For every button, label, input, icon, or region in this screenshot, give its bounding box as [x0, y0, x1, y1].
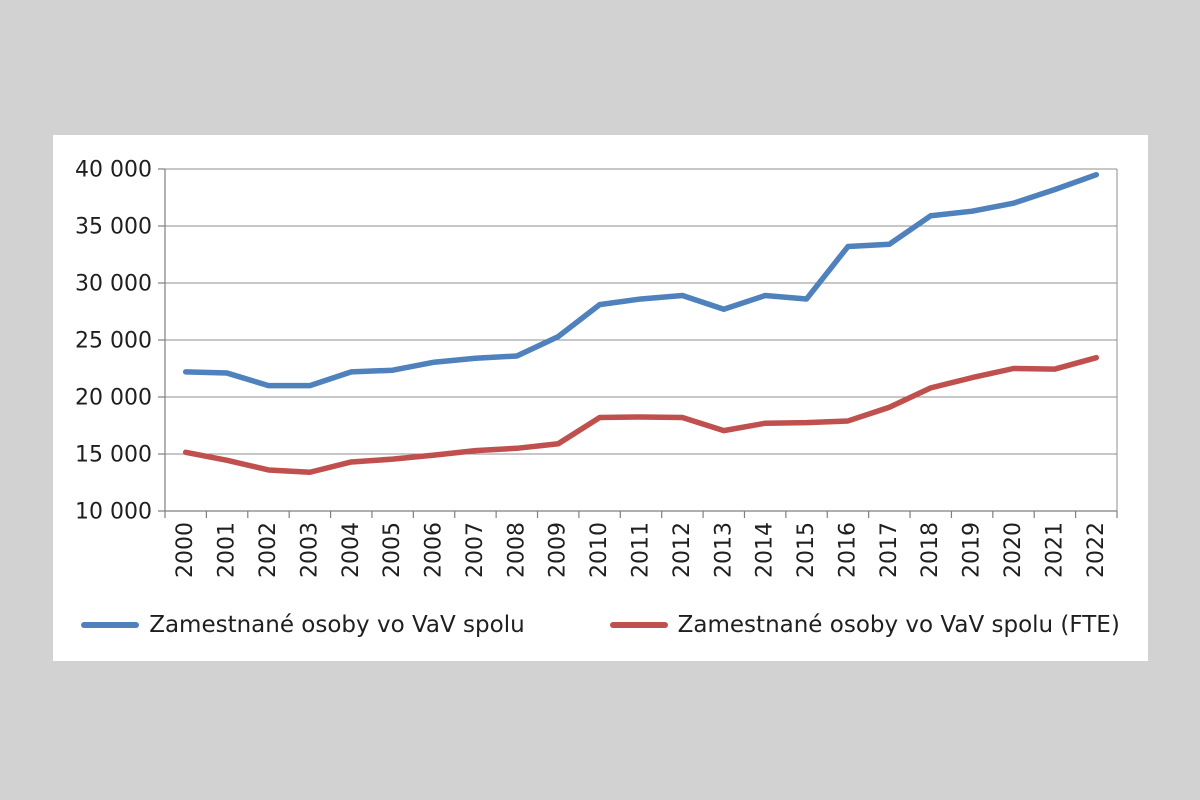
line-chart: 10 000 15 000 20 000 25 000 30 000 35 000 40 0… [75, 158, 1118, 578]
y-axis-label: 25 000 [75, 329, 152, 354]
series-line-total [182, 171, 1100, 389]
x-axis-label: 2014 [753, 522, 778, 578]
legend-item-fte: Zamestnané osoby vo VaV spolu (FTE) [609, 612, 1120, 638]
legend-label-fte: Zamestnané osoby vo VaV spolu (FTE) [677, 612, 1120, 638]
x-axis-label: 2016 [835, 522, 860, 578]
y-axis-label: 40 000 [75, 158, 152, 183]
chart-panel: 10 000 15 000 20 000 25 000 30 000 35 000 40 0… [53, 135, 1148, 661]
legend-line-swatch-fte [609, 622, 668, 628]
x-axis-label: 2010 [587, 522, 612, 578]
x-axis-label: 2001 [215, 522, 240, 578]
x-axis-label: 2002 [256, 522, 281, 578]
x-axis-label: 2015 [794, 522, 819, 578]
x-axis-label: 2012 [670, 522, 695, 578]
y-axis-label: 15 000 [75, 443, 152, 468]
x-axis-label: 2006 [422, 522, 447, 578]
legend-label-total: Zamestnané osoby vo VaV spolu [149, 612, 525, 638]
x-axis-label: 2000 [173, 522, 198, 578]
x-axis-label: 2021 [1042, 522, 1067, 578]
series-lines [182, 171, 1100, 475]
chart-legend: Zamestnané osoby vo VaV spolu Zamestnané… [53, 607, 1148, 643]
x-axis-label: 2018 [918, 522, 943, 578]
x-axis-label: 2019 [960, 522, 985, 578]
x-axis: 2000 2001 2002 2003 2004 2005 2006 2007 2008 2009… [164, 510, 1118, 578]
x-axis-label: 2007 [463, 522, 488, 578]
x-axis-label: 2005 [380, 522, 405, 578]
y-axis-label: 30 000 [75, 272, 152, 297]
x-axis-label: 2004 [339, 522, 364, 578]
x-axis-label: 2011 [629, 522, 654, 578]
legend-line-swatch-total [81, 622, 140, 628]
x-axis-label: 2009 [546, 522, 571, 578]
legend-item-total: Zamestnané osoby vo VaV spolu [81, 612, 525, 638]
y-axis-label: 35 000 [75, 215, 152, 240]
x-axis-label: 2003 [297, 522, 322, 578]
x-axis-label: 2017 [877, 522, 902, 578]
y-axis: 10 000 15 000 20 000 25 000 30 000 35 000 40 0… [75, 158, 166, 525]
x-axis-label: 2020 [1001, 522, 1026, 578]
y-axis-label: 20 000 [75, 386, 152, 411]
x-axis-label: 2013 [711, 522, 736, 578]
gridlines [165, 168, 1118, 511]
y-axis-label: 10 000 [75, 500, 152, 525]
x-axis-label: 2022 [1084, 522, 1109, 578]
series-line-fte [182, 354, 1100, 475]
x-axis-label: 2008 [504, 522, 529, 578]
